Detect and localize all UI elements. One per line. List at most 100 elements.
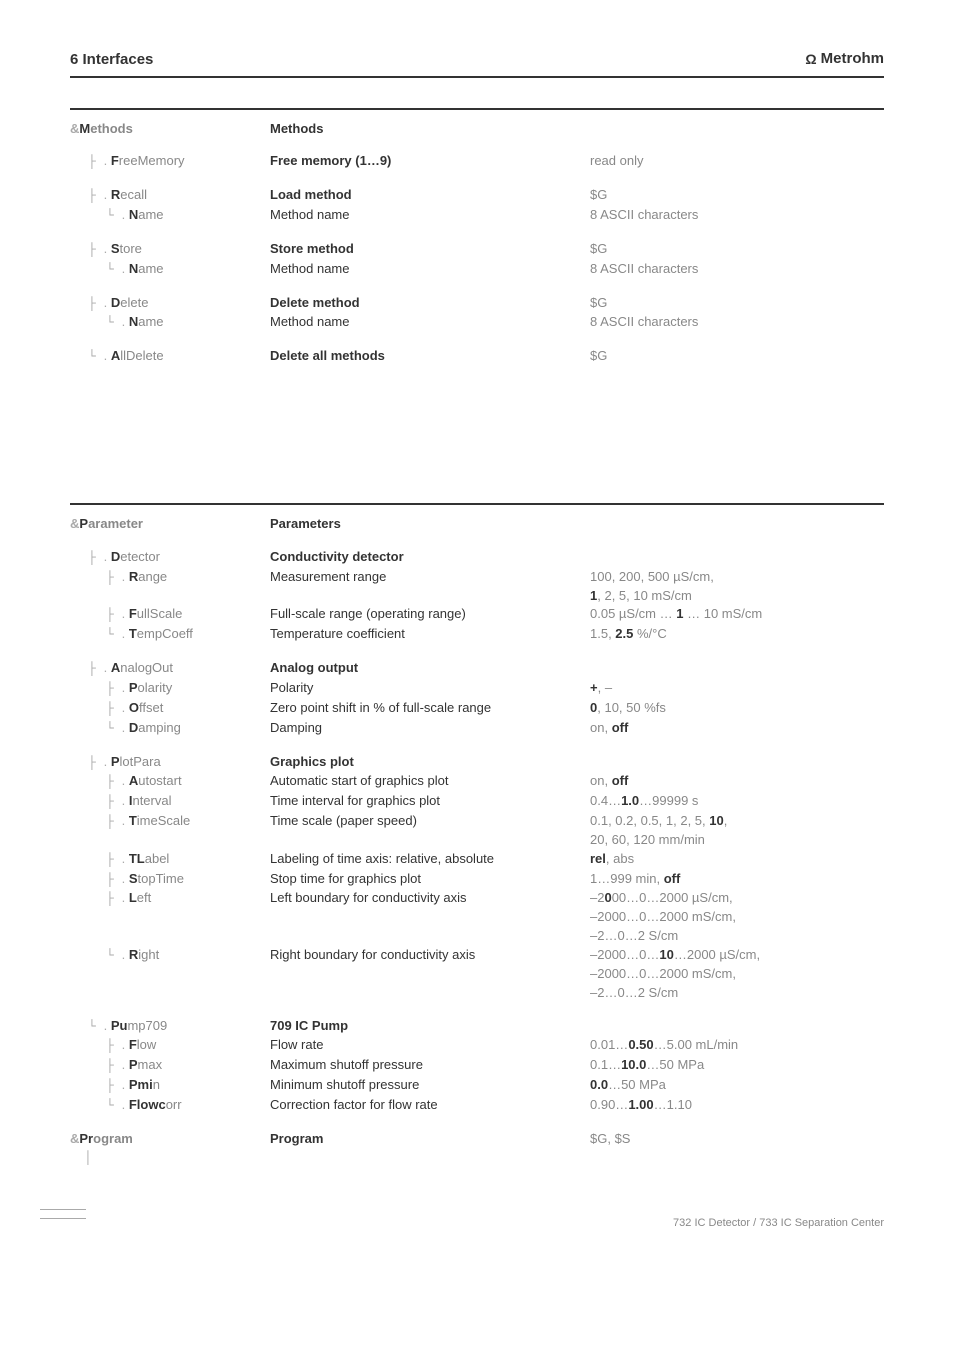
row-key: ├ . Pmin <box>70 1076 270 1096</box>
param-row: ├ . RangeMeasurement range100, 200, 500 … <box>70 568 884 606</box>
row-label: Damping <box>270 719 590 738</box>
row-label: Minimum shutoff pressure <box>270 1076 590 1095</box>
row-label: Time interval for graphics plot <box>270 792 590 811</box>
row-key: └ . Damping <box>70 719 270 739</box>
param-row: └ . DampingDampingon, off <box>70 719 884 739</box>
row-key: └ . TempCoeff <box>70 625 270 645</box>
row-label: Right boundary for conductivity axis <box>270 946 590 965</box>
row-key: ├ . Range <box>70 568 270 588</box>
param-row: └ . NameMethod name8 ASCII characters <box>70 206 884 226</box>
brand-text: Metrohm <box>821 50 884 67</box>
row-value: 8 ASCII characters <box>590 206 884 225</box>
row-value: 0.4…1.0…99999 s <box>590 792 884 811</box>
row-key: └ . Name <box>70 313 270 333</box>
param-row: └ . Pump709709 IC Pump <box>70 1017 884 1037</box>
row-key: ├ . Delete <box>70 294 270 314</box>
row-value: 1…999 min, off <box>590 870 884 889</box>
row-key: ├ . Left <box>70 889 270 909</box>
program-title: Program <box>270 1130 590 1149</box>
row-key: ├ . Recall <box>70 186 270 206</box>
row-label: Measurement range <box>270 568 590 587</box>
row-value: –2000…0…10…2000 µS/cm,–2000…0…2000 mS/cm… <box>590 946 884 1003</box>
row-value: on, off <box>590 772 884 791</box>
program-row: &Program Program $G, $S <box>70 1130 884 1149</box>
param-row: ├ . FullScaleFull-scale range (operating… <box>70 605 884 625</box>
row-key: ├ . Polarity <box>70 679 270 699</box>
param-row: ├ . RecallLoad method$G <box>70 186 884 206</box>
parameters-body: ├ . DetectorConductivity detector├ . Ran… <box>70 548 884 1116</box>
row-label: Delete all methods <box>270 347 590 366</box>
row-key: ├ . TimeScale <box>70 812 270 832</box>
row-key: ├ . Detector <box>70 548 270 568</box>
param-row: ├ . AnalogOutAnalog output <box>70 659 884 679</box>
row-label: Analog output <box>270 659 590 678</box>
row-value: 1.5, 2.5 %/°C <box>590 625 884 644</box>
methods-header-row: &Methods Methods <box>70 120 884 139</box>
param-row: ├ . DeleteDelete method$G <box>70 294 884 314</box>
row-key: ├ . Flow <box>70 1036 270 1056</box>
row-value: rel, abs <box>590 850 884 869</box>
row-label: Zero point shift in % of full-scale rang… <box>270 699 590 718</box>
param-row: └ . RightRight boundary for conductivity… <box>70 946 884 1003</box>
row-label: Store method <box>270 240 590 259</box>
row-value: $G <box>590 240 884 259</box>
param-row: ├ . TLabelLabeling of time axis: relativ… <box>70 850 884 870</box>
row-label: Full-scale range (operating range) <box>270 605 590 624</box>
row-key: ├ . Store <box>70 240 270 260</box>
row-label: Correction factor for flow rate <box>270 1096 590 1115</box>
row-key: └ . AllDelete <box>70 347 270 367</box>
param-row: ├ . PolarityPolarity+, – <box>70 679 884 699</box>
row-value: 0.90…1.00…1.10 <box>590 1096 884 1115</box>
parameters-key: &Parameter <box>70 515 270 534</box>
methods-body: ├ . FreeMemoryFree memory (1…9)read only… <box>70 152 884 367</box>
row-key: ├ . TLabel <box>70 850 270 870</box>
row-value: 8 ASCII characters <box>590 260 884 279</box>
param-row: ├ . DetectorConductivity detector <box>70 548 884 568</box>
row-value: –2000…0…2000 µS/cm,–2000…0…2000 mS/cm,–2… <box>590 889 884 946</box>
row-label: Free memory (1…9) <box>270 152 590 171</box>
row-label: 709 IC Pump <box>270 1017 590 1036</box>
row-key: ├ . StopTime <box>70 870 270 890</box>
row-key: ├ . FreeMemory <box>70 152 270 172</box>
param-row: ├ . PlotParaGraphics plot <box>70 753 884 773</box>
row-value: 0, 10, 50 %fs <box>590 699 884 718</box>
row-value: 0.0…50 MPa <box>590 1076 884 1095</box>
row-key: └ . Pump709 <box>70 1017 270 1037</box>
row-key: ├ . Autostart <box>70 772 270 792</box>
param-row: ├ . LeftLeft boundary for conductivity a… <box>70 889 884 946</box>
row-key: ├ . PlotPara <box>70 753 270 773</box>
row-value: $G <box>590 347 884 366</box>
param-row: ├ . OffsetZero point shift in % of full-… <box>70 699 884 719</box>
param-row: └ . AllDeleteDelete all methods$G <box>70 347 884 367</box>
param-row: ├ . FlowFlow rate0.01…0.50…5.00 mL/min <box>70 1036 884 1056</box>
header-section-title: 6 Interfaces <box>70 51 153 68</box>
program-key: &Program <box>70 1130 270 1149</box>
row-label: Polarity <box>270 679 590 698</box>
row-label: Flow rate <box>270 1036 590 1055</box>
param-row: ├ . PminMinimum shutoff pressure0.0…50 M… <box>70 1076 884 1096</box>
param-row: ├ . StoreStore method$G <box>70 240 884 260</box>
param-row: ├ . PmaxMaximum shutoff pressure0.1…10.0… <box>70 1056 884 1076</box>
row-label: Maximum shutoff pressure <box>270 1056 590 1075</box>
divider <box>70 503 884 505</box>
row-value: read only <box>590 152 884 171</box>
row-key: └ . Name <box>70 206 270 226</box>
param-row: └ . NameMethod name8 ASCII characters <box>70 313 884 333</box>
row-value: 0.01…0.50…5.00 mL/min <box>590 1036 884 1055</box>
row-label: Method name <box>270 313 590 332</box>
row-label: Delete method <box>270 294 590 313</box>
row-value: 100, 200, 500 µS/cm,1, 2, 5, 10 mS/cm <box>590 568 884 606</box>
header-brand: Ω Metrohm <box>805 50 884 67</box>
metrohm-icon: Ω <box>805 51 816 67</box>
page-header: 6 Interfaces Ω Metrohm <box>70 50 884 78</box>
parameters-header-row: &Parameter Parameters <box>70 515 884 534</box>
footer-binding-lines <box>40 1201 86 1219</box>
row-key: └ . Right <box>70 946 270 966</box>
row-label: Method name <box>270 260 590 279</box>
param-row: ├ . StopTimeStop time for graphics plot1… <box>70 870 884 890</box>
methods-title: Methods <box>270 120 590 139</box>
row-label: Temperature coefficient <box>270 625 590 644</box>
row-label: Method name <box>270 206 590 225</box>
param-row: └ . TempCoeffTemperature coefficient1.5,… <box>70 625 884 645</box>
parameters-title: Parameters <box>270 515 590 534</box>
